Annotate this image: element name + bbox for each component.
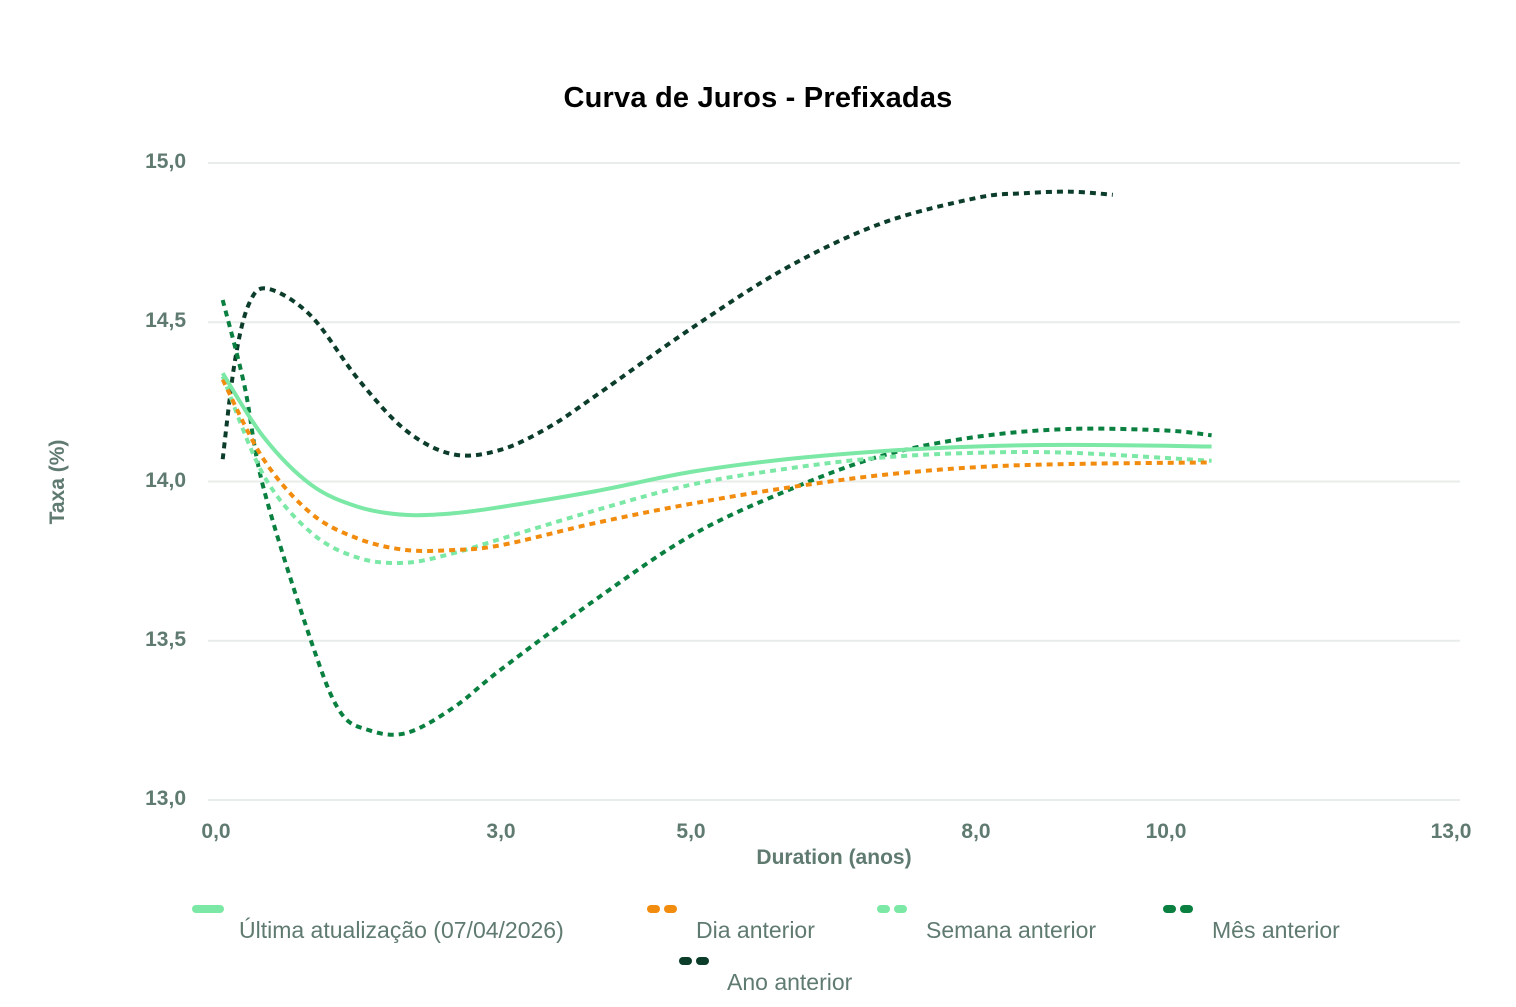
y-tick: 14,5: [145, 309, 186, 333]
series-line-1: [220, 378, 1212, 554]
x-tick: 8,0: [961, 820, 991, 843]
series-line-3: [220, 299, 1212, 737]
series-lines: [220, 189, 1212, 737]
x-tick: 3,0: [486, 820, 516, 843]
chart-title: Curva de Juros - Prefixadas: [563, 82, 953, 114]
x-axis-label: Duration (anos): [756, 846, 912, 869]
legend-label: Ano anterior: [727, 969, 853, 995]
dotted-line-swatch-icon: [679, 957, 709, 965]
legend-label: Dia anterior: [696, 917, 815, 943]
dotted-line-swatch-icon: [1163, 905, 1193, 913]
y-tick: 13,5: [145, 627, 186, 651]
legend-label: Mês anterior: [1212, 917, 1340, 943]
grid-lines: [208, 162, 1460, 801]
x-tick: 5,0: [676, 820, 706, 843]
legend-label: Semana anterior: [926, 917, 1097, 943]
dotted-line-swatch-icon: [647, 905, 677, 913]
series-line-4: [220, 189, 1113, 460]
y-tick: 15,0: [145, 150, 186, 173]
x-tick: 10,0: [1145, 820, 1187, 843]
solid-line-swatch-icon: [192, 905, 224, 913]
series-line-2: [220, 375, 1212, 566]
x-tick: 0,0: [201, 820, 231, 843]
y-tick: 13,0: [145, 787, 186, 810]
y-axis-label: Taxa (%): [46, 439, 69, 525]
y-tick: 14,0: [145, 468, 186, 492]
legend-label: Última atualização (07/04/2026): [239, 917, 564, 943]
x-tick: 13,0: [1430, 820, 1472, 843]
dotted-line-swatch-icon: [877, 905, 907, 913]
series-line-0: [221, 372, 1212, 518]
